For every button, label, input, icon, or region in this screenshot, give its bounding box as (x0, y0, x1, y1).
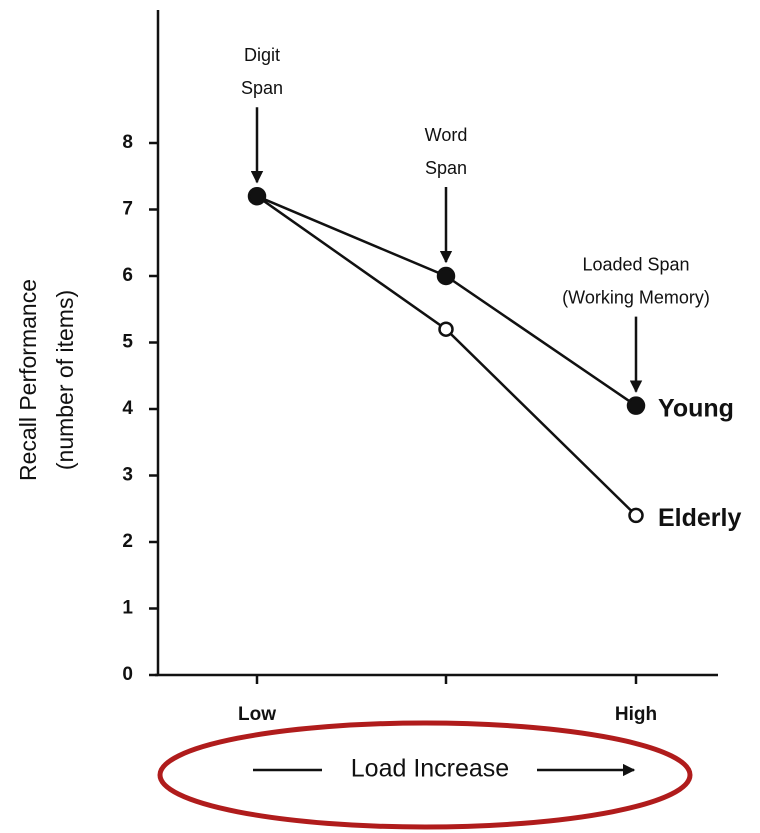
y-tick-label: 0 (122, 664, 133, 685)
x-tick-label: Low (238, 704, 276, 725)
y-tick-label: 2 (122, 531, 133, 552)
data-point (626, 396, 646, 415)
y-tick-label: 7 (122, 199, 133, 220)
data-point (436, 266, 456, 286)
x-tick-label: High (615, 704, 657, 725)
annotation: Span (425, 158, 467, 178)
annotation: (Working Memory) (562, 287, 710, 307)
y-tick-label: 1 (122, 598, 133, 619)
annotation: Digit (244, 45, 280, 65)
y-tick-label: 6 (122, 265, 133, 286)
annotation: Loaded Span (582, 254, 689, 274)
x-axis-label: Load Increase (351, 755, 509, 783)
annotation: Word (425, 125, 468, 145)
highlight-ellipse (157, 720, 693, 830)
series-label: Elderly (658, 504, 741, 532)
y-tick-label: 5 (122, 332, 133, 353)
data-point (628, 507, 644, 524)
y-tick-label: 3 (122, 465, 133, 486)
y-tick-label: 8 (122, 132, 133, 153)
data-point (247, 186, 267, 206)
annotation: Span (241, 78, 283, 98)
data-point (438, 321, 454, 337)
series-label: Young (658, 394, 734, 422)
y-axis-label: Recall Performance (15, 279, 41, 481)
y-axis-label: (number of items) (52, 290, 78, 470)
y-tick-label: 4 (122, 398, 133, 419)
